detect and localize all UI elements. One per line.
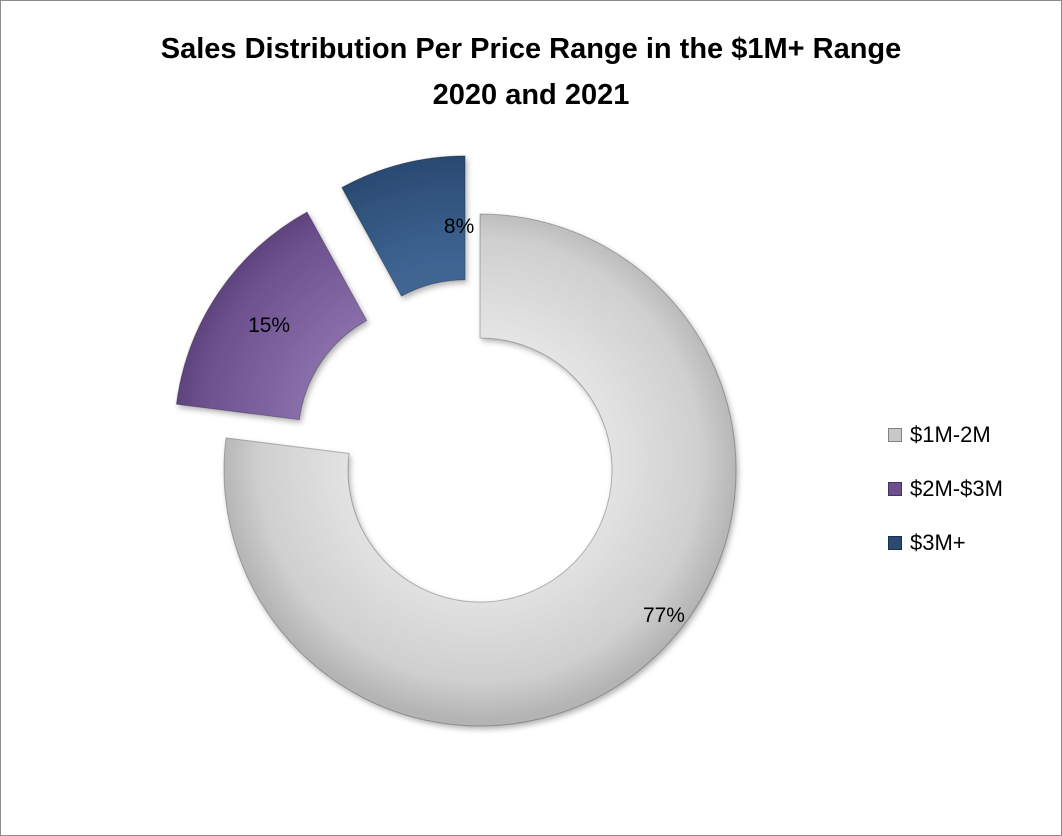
data-label: 8% — [444, 215, 474, 238]
legend-label: $2M-$3M — [910, 476, 1003, 501]
legend-item: $1M-2M — [888, 408, 1003, 462]
chart-title: Sales Distribution Per Price Range in th… — [0, 26, 1062, 118]
legend-swatch — [888, 428, 902, 442]
slice-2m-3m — [175, 211, 368, 421]
data-label: 77% — [643, 604, 685, 627]
legend-item: $2M-$3M — [888, 462, 1003, 516]
legend-label: $1M-2M — [910, 422, 991, 447]
legend: $1M-2M $2M-$3M $3M+ — [888, 408, 1003, 570]
slice-3m-plus — [341, 155, 466, 297]
legend-swatch — [888, 482, 902, 496]
legend-swatch — [888, 536, 902, 550]
legend-label: $3M+ — [910, 530, 966, 555]
data-label: 15% — [248, 314, 290, 337]
slice-1m-2m — [223, 213, 737, 727]
chart-title-line1: Sales Distribution Per Price Range in th… — [160, 33, 902, 65]
legend-item: $3M+ — [888, 516, 1003, 570]
chart-subtitle: 2020 and 2021 — [432, 79, 630, 111]
